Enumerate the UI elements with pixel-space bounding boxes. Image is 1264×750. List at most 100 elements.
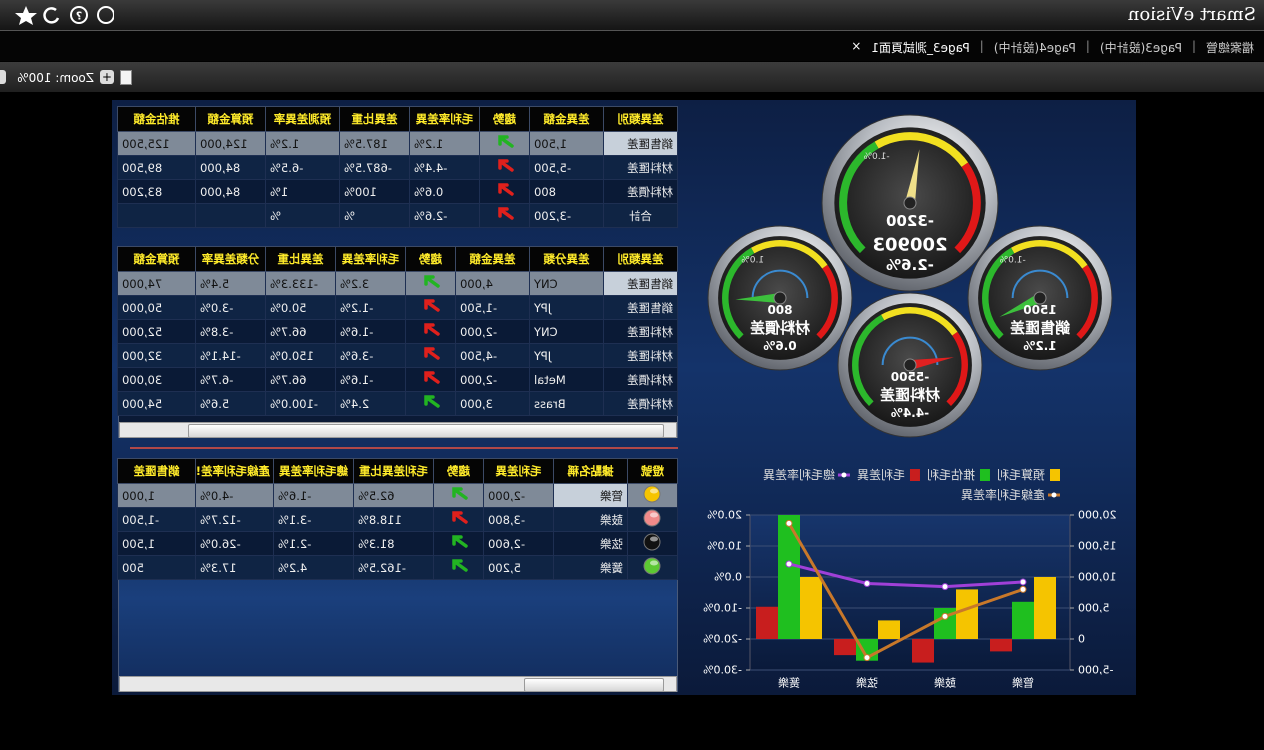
table-row[interactable]: 材料匯差 CNY -2,000 -1.6% 66.7% -3.8% 52,000 <box>117 319 678 344</box>
table-cell: 弦樂 <box>553 531 628 556</box>
x-tick-label: 鼓樂 <box>934 676 956 690</box>
table-cell: 52,000 <box>117 319 196 344</box>
table-row[interactable]: 鼓樂 -3,800 118.8% -3.1% -12.7% -1,500 <box>117 507 678 532</box>
table-cell: 500 <box>117 555 196 580</box>
table-row[interactable]: 簧樂 5,200 -162.5% 4.2% 17.3% 500 <box>117 555 678 580</box>
table-cell: 1.2% <box>265 131 340 156</box>
refresh-icon[interactable] <box>43 7 60 24</box>
table-cell: 1,000 <box>117 483 196 508</box>
gauge: -5500 材料匯差 -4.4% <box>837 292 983 438</box>
table-cell: -162.5% <box>353 555 434 580</box>
table-cell: 3,000 <box>455 391 530 416</box>
table-cell: 800 <box>529 179 604 204</box>
table-cell: -3.0% <box>195 295 266 320</box>
status-light-bulb <box>644 509 661 527</box>
header-cell: 趨勢 <box>405 246 456 272</box>
header-cell: 預測差異率 <box>265 106 340 132</box>
header-cell: 差異類別 <box>603 246 678 272</box>
table-cell: -2,600 <box>483 531 554 556</box>
bar <box>800 577 822 639</box>
table-cell: 0.6% <box>409 179 480 204</box>
trend-cell <box>433 483 484 508</box>
table-cell: -4.4% <box>409 155 480 180</box>
table-cell: 銷售匯差 <box>603 295 678 320</box>
header-cell: 據點名稱 <box>553 458 628 484</box>
header-cell: 預算金額 <box>117 246 196 272</box>
y2-tick-label: 10.0% <box>707 540 742 553</box>
data-table: 燈號 據點名稱 毛利差異 趨勢 毛利差異比重 總毛利率差異 產線毛利率差! 銷售匯差 管樂 -2,… <box>117 458 678 580</box>
status-light-shine <box>650 512 659 518</box>
table-cell: -2,000 <box>455 319 530 344</box>
table-row[interactable]: 材料匯差 JPY -4,500 -3.6% 150.0% -14.1% 32,000 <box>117 343 678 368</box>
table-cell: 5.4% <box>195 271 266 296</box>
header-cell: 總毛利率差異 <box>273 458 354 484</box>
gauge-needle <box>909 357 954 370</box>
trend-arrow-shape <box>424 371 441 384</box>
trend-arrow <box>424 347 441 360</box>
gauge-hub <box>903 196 917 210</box>
favorite-icon[interactable] <box>15 6 37 25</box>
trend-arrow <box>424 275 441 288</box>
table-cell: -1.6% <box>335 367 406 392</box>
table-cell: 50.0% <box>265 295 336 320</box>
table-cell: 30,000 <box>117 367 196 392</box>
table-cell: -4,500 <box>455 343 530 368</box>
header-cell: 分類差異率 <box>195 246 266 272</box>
header-cell: 差異金額 <box>529 106 604 132</box>
table-row[interactable]: 銷售匯差 1,500 1.2% 187.5% 1.2% 124,000 125,500 <box>117 131 678 156</box>
table-row[interactable]: 銷售匯差 JPY -1,500 -1.2% 50.0% -3.0% 50,000 <box>117 295 678 320</box>
table-row[interactable]: 合計 -3,200 -2.6%%% <box>117 203 678 228</box>
table-cell: -1.6% <box>335 319 406 344</box>
table-row[interactable]: 材料價差 800 0.6% 100% 1% 84,000 83,200 <box>117 179 678 204</box>
y-tick-label: -5,000 <box>1078 664 1113 677</box>
header-cell: 差異比重 <box>265 246 336 272</box>
table-cell: 66.7% <box>265 319 336 344</box>
table-cell: 鼓樂 <box>553 507 628 532</box>
gauge-red-zone <box>1076 264 1098 339</box>
header-cell: 趨勢 <box>433 458 484 484</box>
legend-swatch-dot <box>1051 492 1057 498</box>
table-cell: CNY <box>529 271 604 296</box>
trend-arrow <box>424 371 441 384</box>
header-cell: 推估金額 <box>117 106 196 132</box>
table-cell: 材料匯差 <box>603 319 678 344</box>
gauge-amount: 1500 <box>1023 303 1056 317</box>
table-cell: 4.2% <box>273 555 354 580</box>
gauge-name: 材料匯差 <box>880 386 940 404</box>
help-glyph: ? <box>76 10 82 23</box>
trend-arrow-shape <box>498 159 515 172</box>
table-cell: 材料價差 <box>603 367 678 392</box>
table-cell: 材料價差 <box>603 391 678 416</box>
bar <box>756 606 778 639</box>
table-row[interactable]: 弦樂 -2,600 81.3% -2.1% -26.0% 1,500 <box>117 531 678 556</box>
trend-arrow-shape <box>424 323 441 336</box>
header-cell: 趨勢 <box>479 106 530 132</box>
trend-cell <box>479 179 530 204</box>
table-row[interactable]: 銷售匯差 CNY 4,000 3.2% -133.3% 5.4% 74,000 <box>117 271 678 296</box>
table-row[interactable]: 管樂 -2,000 62.5% -1.6% -4.0% 1,000 <box>117 483 678 508</box>
y2-tick-label: 0.0% <box>714 571 742 584</box>
bar <box>778 515 800 639</box>
trend-arrow-shape <box>424 299 441 312</box>
table-row[interactable]: 材料價差 Metal -2,000 -1.6% 66.7% -6.7% 30,000 <box>117 367 678 392</box>
help-icon[interactable] <box>70 6 88 24</box>
table-row[interactable]: 材料匯差 -5,500 -4.4% -687.5% -6.5% 84,000 89,500 <box>117 155 678 180</box>
legend-swatch <box>979 469 990 481</box>
table-row[interactable]: 材料價差 Brass 3,000 2.4% -100.0% 5.6% 54,000 <box>117 391 678 416</box>
bar <box>956 589 978 639</box>
help-icon[interactable] <box>97 6 114 24</box>
trend-arrow-shape <box>452 511 469 524</box>
trend-arrow-shape <box>498 135 515 148</box>
trend-cell <box>479 155 530 180</box>
header-cell: 毛利率差異 <box>335 246 406 272</box>
status-light-bulb <box>644 533 661 551</box>
table-cell: -100.0% <box>265 391 336 416</box>
legend-swatch <box>1050 469 1060 481</box>
table-cell: 5.6% <box>195 391 266 416</box>
y2-tick-label: 20.0% <box>707 509 742 522</box>
trend-arrow <box>452 559 469 572</box>
status-light <box>644 557 661 575</box>
header-cell: 毛利率差異 <box>409 106 480 132</box>
header-cell: 毛利差異 <box>483 458 554 484</box>
